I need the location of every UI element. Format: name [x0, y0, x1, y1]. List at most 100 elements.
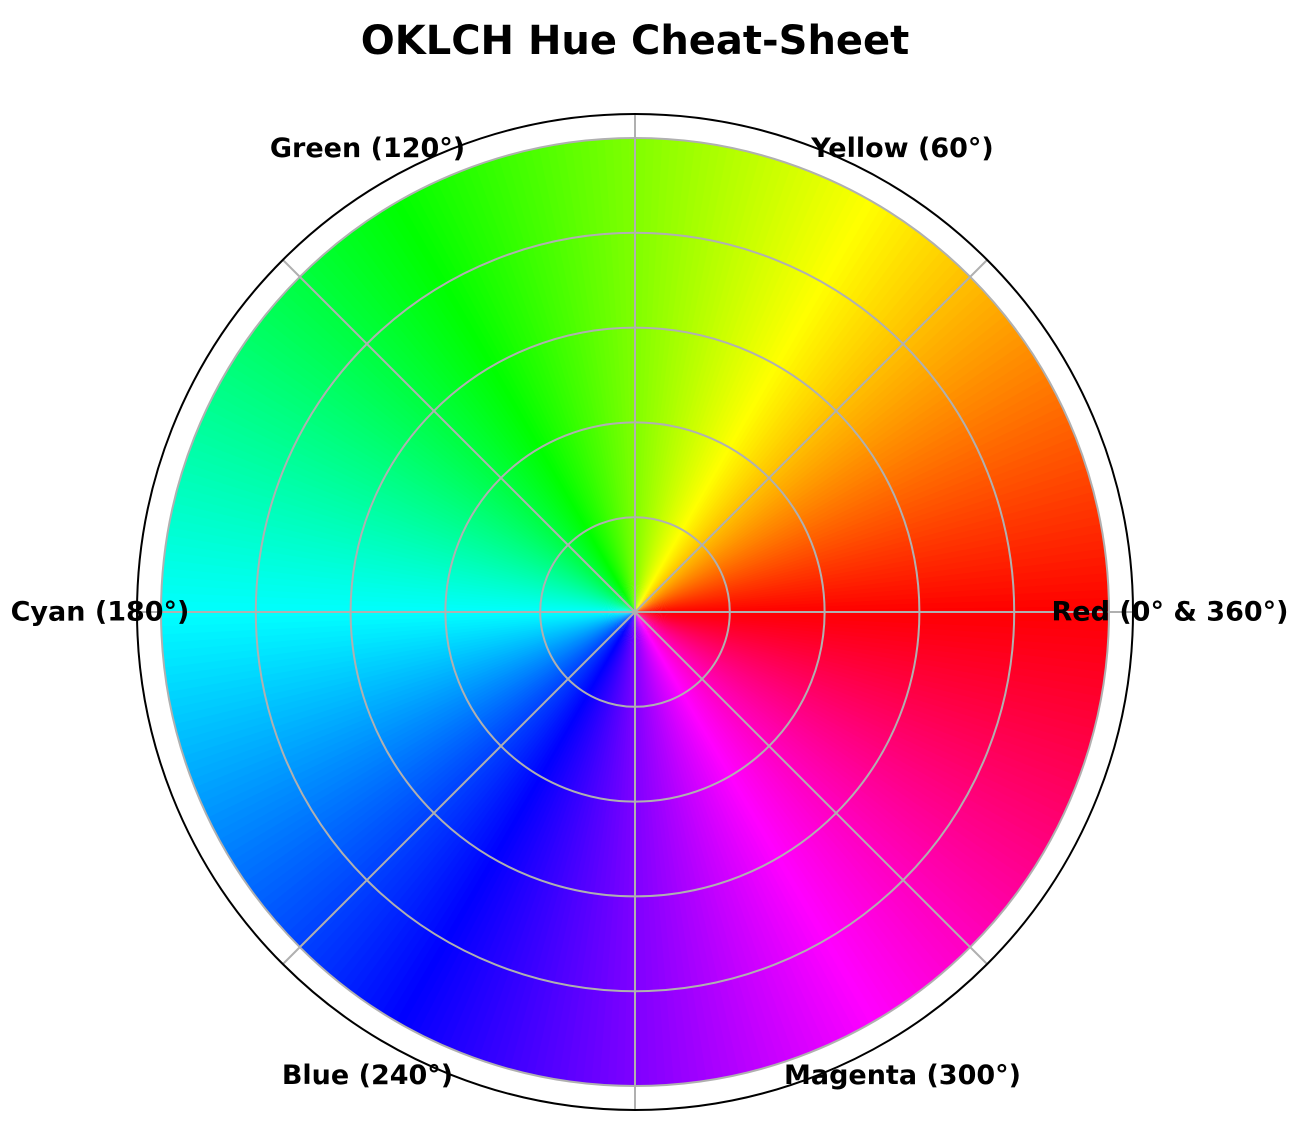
hue-wedge: [207, 394, 635, 612]
hue-wedge: [635, 612, 1047, 859]
hue-wedge: [635, 612, 1059, 837]
hue-wedge: [534, 612, 635, 1078]
hue-wedge: [635, 612, 1109, 656]
hue-wedge: [354, 612, 635, 1002]
hue-wedge: [635, 612, 1101, 713]
hue-wedge: [341, 612, 635, 993]
hue-wedge: [174, 486, 636, 612]
hue-wedge: [635, 140, 696, 612]
hue-wedge: [635, 163, 800, 612]
hue-wedge: [635, 184, 853, 612]
hue-wedge: [509, 612, 635, 1073]
hue-wedge: [161, 568, 636, 612]
hue-wedge: [161, 576, 635, 612]
hue-wedge: [170, 502, 635, 612]
hue-wedge: [334, 236, 635, 612]
hue-wedge: [635, 146, 736, 613]
hue-wedge: [550, 612, 635, 1081]
hue-wedge: [388, 612, 635, 1024]
hue-wedge: [635, 612, 1109, 648]
hue-wedge: [172, 494, 635, 612]
hue-wedge: [219, 372, 636, 612]
hue-wedge: [176, 478, 635, 612]
hue-wedge: [424, 612, 635, 1043]
hue-label: Green (120°): [270, 133, 465, 164]
hue-wedge: [298, 269, 635, 612]
hue-wedge: [635, 612, 1100, 722]
hue-wedge: [347, 612, 635, 997]
hue-wedge: [635, 612, 1096, 738]
hue-wedge: [462, 612, 635, 1059]
hue-wedge: [245, 331, 636, 612]
hue-wedge: [417, 612, 635, 1040]
hue-wedge: [367, 612, 635, 1011]
hue-wedge: [635, 138, 663, 612]
hue-wedge: [635, 275, 978, 612]
hue-wedge: [270, 299, 635, 612]
hue-wedge: [166, 527, 635, 612]
hue-wedge: [211, 387, 636, 612]
hue-wedge: [635, 612, 1084, 777]
hue-wedge: [635, 612, 1005, 919]
hue-wedge: [231, 351, 635, 612]
hue-wedge: [635, 217, 909, 612]
hue-wedge: [635, 138, 671, 612]
hue-wedge: [591, 612, 635, 1086]
hue-wedge: [635, 612, 1087, 769]
hue-wedge: [517, 612, 635, 1075]
hue-wedge: [635, 612, 1025, 893]
hue-wedge: [309, 258, 635, 612]
hue-wedge: [635, 147, 745, 612]
hue-wedge: [635, 612, 1107, 673]
hue-wedge: [275, 612, 635, 932]
hue-wedge: [223, 365, 635, 612]
hue-wedge: [635, 192, 867, 612]
hue-wedge: [635, 143, 720, 612]
hue-wedge: [635, 165, 808, 613]
hue-wedge: [635, 311, 1011, 612]
hue-wedge: [566, 612, 635, 1083]
hue-wedge: [259, 612, 635, 913]
hue-wedge: [635, 305, 1005, 612]
hue-wedge: [635, 612, 1016, 906]
hue-wedge: [558, 612, 635, 1082]
hue-wedge: [635, 612, 1105, 689]
hue-wedge: [403, 612, 635, 1032]
hue-wedge: [635, 258, 961, 612]
hue-wedge: [635, 171, 823, 612]
hue-wedge: [303, 612, 635, 961]
hue-wedge: [635, 157, 784, 613]
hue-wedge: [494, 612, 635, 1069]
hue-wedge: [635, 612, 989, 938]
hue-wedge: [395, 612, 635, 1028]
hue-wedge: [410, 612, 635, 1036]
polar-grid: [137, 114, 1133, 1110]
hue-wedge: [178, 471, 635, 612]
hue-wedge: [635, 612, 1034, 880]
hue-wedge: [286, 280, 635, 612]
hue-wedge: [635, 153, 769, 612]
hue-wedge: [200, 409, 636, 612]
hue-wedge: [635, 612, 1066, 823]
hue-wedge: [635, 227, 923, 612]
hue-wedge: [574, 612, 635, 1084]
hue-wedge: [169, 511, 636, 612]
grid-spoke: [282, 611, 636, 965]
hue-wedge: [635, 236, 936, 612]
hue-wedge: [635, 612, 1104, 697]
hue-wedge: [292, 275, 635, 612]
hue-wedge: [635, 155, 776, 612]
hue-wedge: [439, 612, 635, 1050]
hue-wedge: [635, 612, 1092, 753]
hue-wedge: [236, 344, 635, 612]
hue-label: Red (0° & 360°): [1051, 597, 1288, 628]
hue-wedge: [525, 612, 635, 1077]
hue-wedge: [432, 612, 635, 1047]
hue-wedge: [240, 338, 635, 612]
hue-wedge: [322, 612, 635, 977]
hue-wedge: [635, 200, 882, 612]
hue-wedge: [635, 141, 704, 613]
hue-label: Yellow (60°): [810, 133, 994, 164]
